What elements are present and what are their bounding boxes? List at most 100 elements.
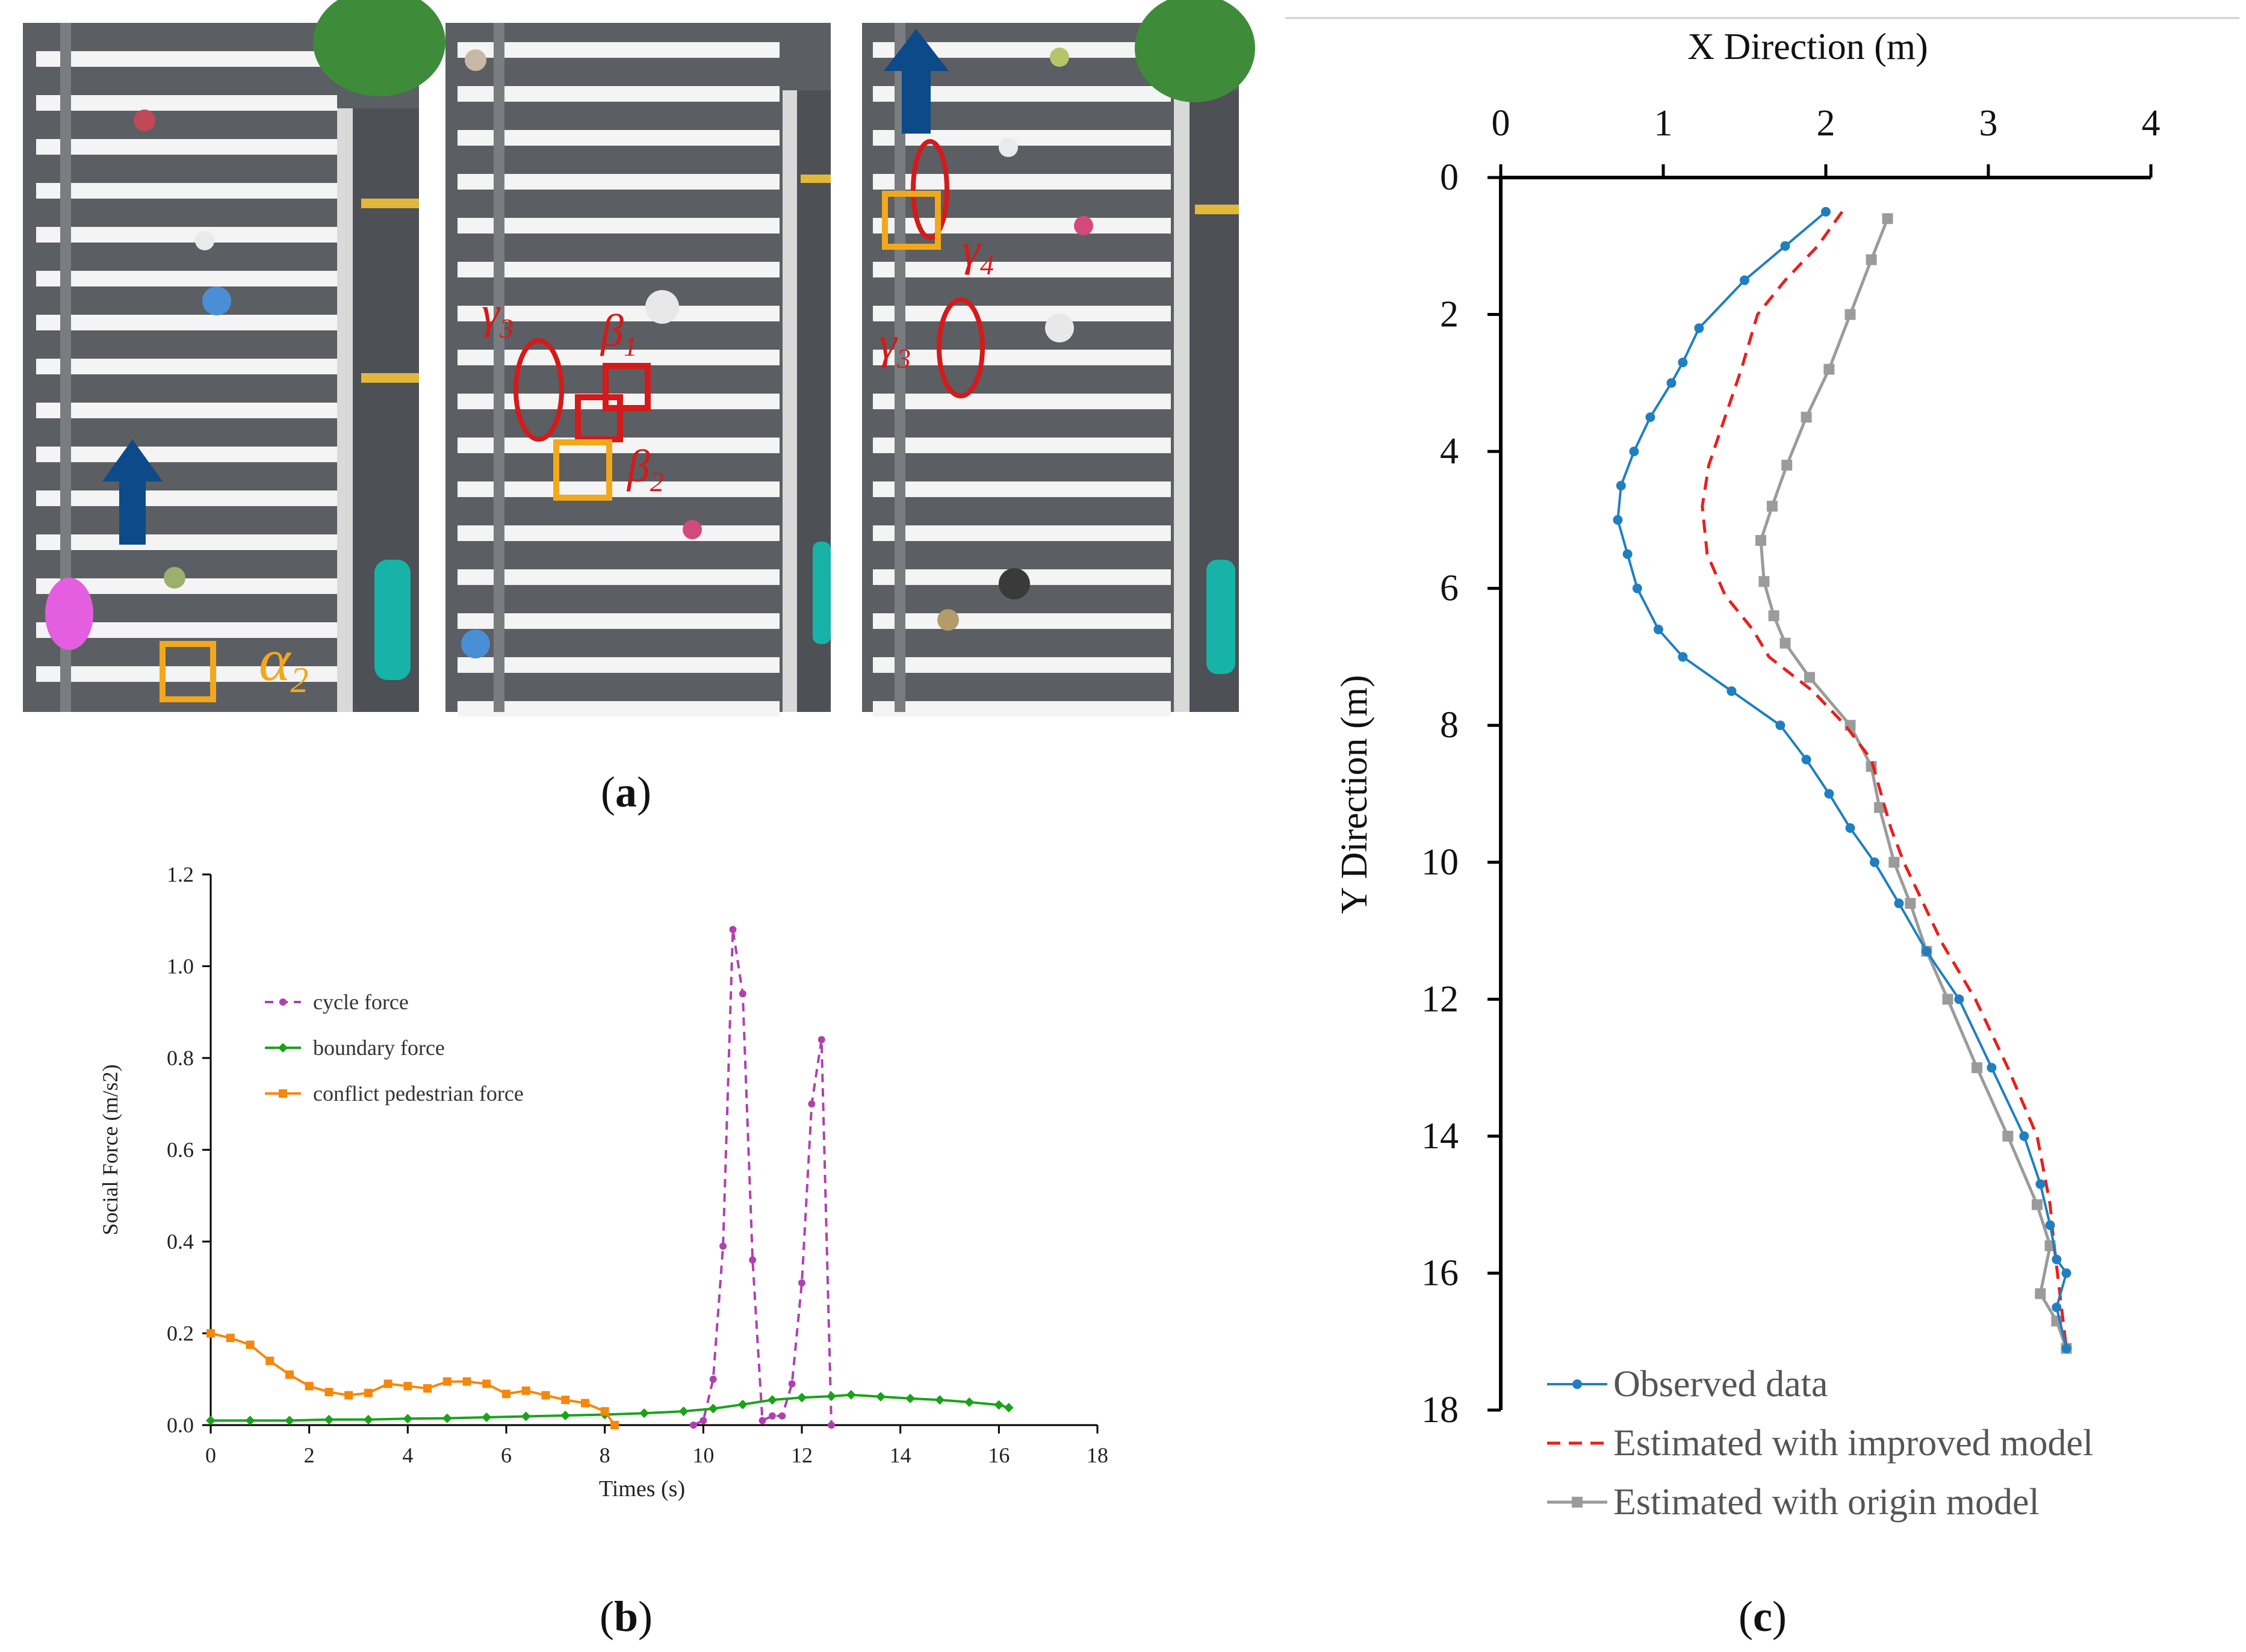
data-point-origin	[2035, 1288, 2046, 1299]
tree	[1135, 0, 1255, 102]
data-point-boundary	[708, 1403, 718, 1414]
data-point-boundary	[284, 1415, 294, 1426]
gamma-4-label: γ	[962, 224, 981, 275]
legend-label-cycle: cycle force	[313, 990, 409, 1014]
crosswalk-stripe	[873, 701, 1171, 717]
crosswalk-stripe	[873, 394, 1171, 409]
data-point-observed	[2061, 1343, 2071, 1353]
series-line-cycle	[693, 929, 833, 1426]
data-point-observed	[1821, 206, 1831, 217]
gamma-3b-sub: 3	[896, 343, 911, 374]
svg-text:β1: β1	[600, 306, 638, 362]
data-point-observed	[2052, 1254, 2062, 1264]
data-point-boundary	[767, 1395, 777, 1405]
data-point-boundary	[363, 1414, 373, 1425]
data-point-boundary	[245, 1415, 255, 1426]
data-point-observed	[1987, 1063, 1997, 1073]
data-point-origin	[1942, 994, 1953, 1005]
data-point-observed	[1740, 275, 1749, 285]
x-tick-label: 8	[600, 1443, 610, 1467]
legend-marker-observed	[1572, 1379, 1582, 1389]
x-tick-label: 18	[1087, 1443, 1108, 1467]
series-line-conflict	[210, 1332, 616, 1426]
y-tick-label: 12	[1421, 979, 1459, 1019]
median-line	[494, 23, 504, 712]
crosswalk-photo-2: γ3 β1 β2	[445, 23, 831, 717]
svg-text:α2: α2	[259, 626, 309, 700]
data-point-observed	[1645, 412, 1655, 422]
series-line-observed	[1616, 211, 2068, 1349]
series-line-improved	[1701, 211, 2068, 1349]
alpha-2-label: α	[259, 626, 292, 693]
data-point-boundary	[442, 1413, 452, 1423]
panel-label-c: (c)	[1739, 1592, 1787, 1641]
y-axis-title: Y Direction (m)	[1334, 675, 1375, 914]
crosswalk-stripe	[873, 657, 1171, 673]
legend-label-improved: Estimated with improved model	[1613, 1423, 2093, 1464]
y-tick-label: 0.6	[167, 1138, 194, 1162]
data-point-conflict	[502, 1390, 510, 1399]
chart-b: 0 2 4 6 8 10 12 14 16 18 0.0 0.2 0.4 0.6 0.8 1.0 1.2 Time…	[98, 862, 1108, 1502]
y-tick-label: 0.2	[167, 1322, 194, 1346]
x-axis-title: X Direction (m)	[1687, 26, 1928, 67]
data-point-conflict	[462, 1377, 471, 1386]
data-point-boundary	[482, 1412, 492, 1423]
data-point-boundary	[994, 1400, 1004, 1410]
data-point-observed	[1616, 481, 1626, 490]
yellow-line	[361, 199, 419, 208]
x-axis-title: Times (s)	[599, 1476, 685, 1502]
data-point-observed	[1780, 241, 1790, 251]
yellow-line	[361, 373, 419, 383]
data-point-conflict	[482, 1379, 491, 1388]
data-point-conflict	[580, 1399, 589, 1408]
crosswalk-stripe	[36, 51, 337, 67]
data-point-observed	[1894, 899, 1904, 909]
crosswalk-stripe	[36, 403, 337, 418]
median-line	[60, 23, 71, 712]
pedestrian	[999, 138, 1018, 157]
alpha-2-sub: 2	[291, 660, 309, 700]
data-point-boundary	[403, 1414, 413, 1424]
crosswalk-stripe	[458, 701, 780, 717]
data-point-observed	[2045, 1220, 2055, 1230]
gamma-3-sub: 3	[499, 313, 513, 344]
data-point-conflict	[226, 1334, 235, 1343]
data-point-boundary	[1004, 1403, 1014, 1413]
y-tick-label: 0	[1440, 157, 1459, 198]
data-point-boundary	[875, 1391, 886, 1402]
x-tick-label: 4	[2142, 103, 2161, 144]
data-point-observed	[1632, 583, 1642, 593]
legend-marker-origin	[1572, 1497, 1583, 1508]
x-tick-label: 4	[402, 1443, 413, 1467]
gamma-3b-label: γ	[879, 318, 898, 368]
data-point-boundary	[905, 1393, 916, 1403]
data-point-conflict	[383, 1379, 392, 1388]
curb	[337, 108, 353, 712]
red-ellipse-gamma3	[937, 297, 985, 398]
data-point-boundary	[521, 1411, 531, 1422]
pedestrian	[1074, 216, 1093, 235]
series-cycle	[689, 926, 836, 1429]
data-point-origin	[1768, 610, 1779, 622]
crosswalk-stripe	[36, 95, 337, 111]
crosswalk-stripe	[873, 262, 1171, 277]
data-point-observed	[1824, 789, 1834, 799]
data-point-observed	[1845, 823, 1855, 833]
data-point-cycle	[739, 990, 746, 998]
series-conflict	[206, 1329, 619, 1429]
data-point-observed	[2035, 1179, 2046, 1189]
data-point-observed	[2052, 1302, 2062, 1313]
y-tick-label: 2	[1440, 294, 1459, 335]
crosswalk-stripe	[36, 315, 337, 330]
data-point-observed	[1613, 515, 1623, 525]
pedestrian	[195, 231, 214, 250]
pedestrian	[164, 567, 185, 589]
x-tick-label: 0	[1492, 103, 1510, 144]
data-point-observed	[1678, 652, 1688, 662]
series-origin	[1755, 213, 2072, 1354]
legend-marker-conflict	[279, 1089, 287, 1098]
y-tick-label: 8	[1440, 705, 1459, 746]
pedestrian	[202, 286, 231, 315]
crosswalk-stripe	[36, 227, 337, 243]
